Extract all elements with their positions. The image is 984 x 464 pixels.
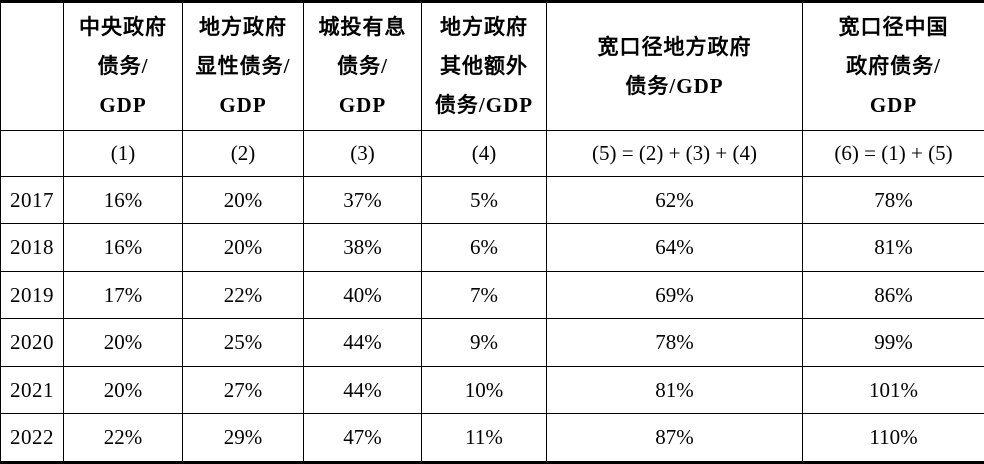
- value-cell: 20%: [182, 223, 304, 272]
- formula-cell-4: (4): [421, 130, 547, 177]
- year-cell: 2022: [0, 413, 64, 463]
- table-row-2017: 2017 16% 20% 37% 5% 62% 78%: [0, 175, 984, 225]
- value-cell: 38%: [303, 223, 422, 272]
- value-cell: 16%: [63, 175, 183, 225]
- formula-cell-2: (2): [182, 130, 304, 177]
- value-cell: 86%: [802, 270, 984, 320]
- header-line: 债务/GDP: [434, 93, 534, 117]
- header-cell-local-gov-explicit-debt-gdp: 地方政府 显性债务/ GDP: [182, 1, 304, 131]
- header-cell-empty: [0, 1, 64, 131]
- header-line: 显性债务/: [195, 54, 291, 78]
- value-cell: 62%: [546, 175, 803, 225]
- value-cell: 78%: [802, 175, 984, 225]
- header-line: GDP: [338, 93, 387, 117]
- formula-cell-5: (5) = (2) + (3) + (4): [546, 130, 803, 177]
- header-line: GDP: [869, 93, 918, 117]
- header-line: 债务/: [337, 54, 388, 78]
- value-cell: 78%: [546, 318, 803, 367]
- header-line: GDP: [219, 93, 267, 117]
- header-cell-broad-china-gov-debt-gdp: 宽口径中国 政府债务/ GDP: [802, 1, 984, 131]
- formula-cell-1: (1): [63, 130, 183, 177]
- value-cell: 81%: [802, 223, 984, 272]
- value-cell: 11%: [421, 413, 547, 463]
- value-cell: 20%: [182, 175, 304, 225]
- value-cell: 7%: [421, 270, 547, 320]
- value-cell: 69%: [546, 270, 803, 320]
- year-cell: 2019: [0, 270, 64, 320]
- header-line: 宽口径中国: [838, 15, 949, 39]
- year-cell: 2017: [0, 175, 64, 225]
- value-cell: 101%: [802, 365, 984, 415]
- value-cell: 27%: [182, 365, 304, 415]
- formula-row: (1) (2) (3) (4) (5) = (2) + (3) + (4) (6…: [0, 130, 984, 177]
- header-line: 债务/: [97, 54, 149, 78]
- value-cell: 110%: [802, 413, 984, 463]
- value-cell: 6%: [421, 223, 547, 272]
- header-line: 地方政府: [199, 15, 287, 39]
- value-cell: 99%: [802, 318, 984, 367]
- value-cell: 20%: [63, 318, 183, 367]
- value-cell: 9%: [421, 318, 547, 367]
- header-line: GDP: [99, 93, 147, 117]
- header-line: 中央政府: [79, 15, 167, 39]
- value-cell: 44%: [303, 318, 422, 367]
- value-cell: 87%: [546, 413, 803, 463]
- value-cell: 37%: [303, 175, 422, 225]
- year-cell: 2018: [0, 223, 64, 272]
- value-cell: 10%: [421, 365, 547, 415]
- value-cell: 64%: [546, 223, 803, 272]
- header-cell-lgfv-interest-bearing-debt-gdp: 城投有息 债务/ GDP: [303, 1, 422, 131]
- header-cell-central-gov-debt-gdp: 中央政府 债务/ GDP: [63, 1, 183, 131]
- value-cell: 5%: [421, 175, 547, 225]
- value-cell: 22%: [182, 270, 304, 320]
- table-row-2022: 2022 22% 29% 47% 11% 87% 110%: [0, 413, 984, 463]
- value-cell: 25%: [182, 318, 304, 367]
- formula-cell-empty: [0, 130, 64, 177]
- header-line: 城投有息: [318, 15, 407, 39]
- header-cell-broad-local-gov-debt-gdp: 宽口径地方政府 债务/GDP: [546, 1, 803, 131]
- year-cell: 2020: [0, 318, 64, 367]
- table-row-2019: 2019 17% 22% 40% 7% 69% 86%: [0, 270, 984, 320]
- header-line: 宽口径地方政府: [597, 34, 752, 59]
- header-line: 债务/GDP: [625, 73, 724, 98]
- value-cell: 47%: [303, 413, 422, 463]
- table-row-2018: 2018 16% 20% 38% 6% 64% 81%: [0, 223, 984, 272]
- formula-cell-3: (3): [303, 130, 422, 177]
- header-cell-local-gov-other-extra-debt-gdp: 地方政府 其他额外 债务/GDP: [421, 1, 547, 131]
- formula-cell-6: (6) = (1) + (5): [802, 130, 984, 177]
- value-cell: 20%: [63, 365, 183, 415]
- table-row-2021: 2021 20% 27% 44% 10% 81% 101%: [0, 365, 984, 415]
- header-line: 其他额外: [440, 54, 528, 78]
- value-cell: 22%: [63, 413, 183, 463]
- value-cell: 17%: [63, 270, 183, 320]
- header-line: 地方政府: [440, 15, 528, 39]
- header-row: 中央政府 债务/ GDP 地方政府 显性债务/ GDP 城投有息 债务/ GDP…: [0, 1, 984, 131]
- value-cell: 81%: [546, 365, 803, 415]
- value-cell: 44%: [303, 365, 422, 415]
- value-cell: 29%: [182, 413, 304, 463]
- table-row-2020: 2020 20% 25% 44% 9% 78% 99%: [0, 318, 984, 367]
- value-cell: 40%: [303, 270, 422, 320]
- year-cell: 2021: [0, 365, 64, 415]
- header-line: 政府债务/: [846, 54, 941, 78]
- value-cell: 16%: [63, 223, 183, 272]
